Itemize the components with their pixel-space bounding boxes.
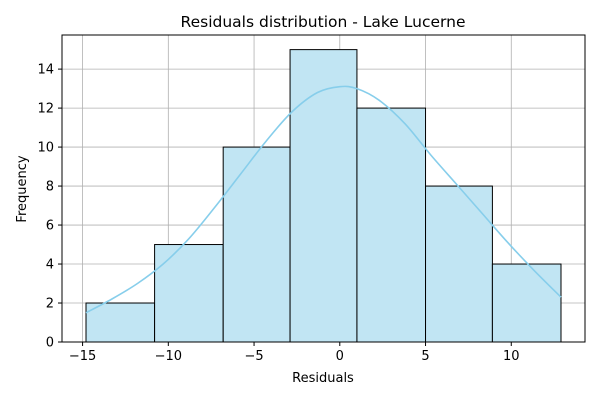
y-tick-label: 14 xyxy=(37,63,54,78)
x-axis-label: Residuals xyxy=(292,371,354,386)
y-tick-label: 8 xyxy=(46,180,54,195)
x-tick-label: −10 xyxy=(155,349,182,364)
histogram-bar xyxy=(154,244,224,343)
histogram-bar xyxy=(222,146,291,343)
y-tick-label: 10 xyxy=(37,141,54,156)
x-tick-label: −5 xyxy=(244,349,263,364)
y-tick-label: 6 xyxy=(46,219,54,234)
kde-line xyxy=(85,85,562,314)
kde-curve xyxy=(85,85,562,314)
x-tick-label: 10 xyxy=(503,349,520,364)
x-tick-label: 0 xyxy=(336,349,344,364)
y-tick-label: 12 xyxy=(37,102,54,117)
plot-frame xyxy=(61,34,586,343)
histogram-bar xyxy=(289,49,358,343)
y-tick-label: 0 xyxy=(46,336,54,351)
y-tick-label: 2 xyxy=(46,297,54,312)
histogram-bar xyxy=(356,107,427,343)
x-tick-label: 5 xyxy=(421,349,429,364)
y-tick-label: 4 xyxy=(46,258,54,273)
histogram-bar xyxy=(491,263,562,343)
x-tick-label: −15 xyxy=(69,349,96,364)
tick-labels: −15 −10 −5 0 5 10 0 2 4 6 8 10 12 14 xyxy=(37,63,519,364)
chart-title: Residuals distribution - Lake Lucerne xyxy=(181,13,466,31)
histogram-bar xyxy=(425,185,493,343)
histogram-bars xyxy=(85,49,562,343)
y-axis-label: Frequency xyxy=(15,155,30,222)
histogram-bar xyxy=(85,302,156,343)
axes xyxy=(58,34,586,346)
